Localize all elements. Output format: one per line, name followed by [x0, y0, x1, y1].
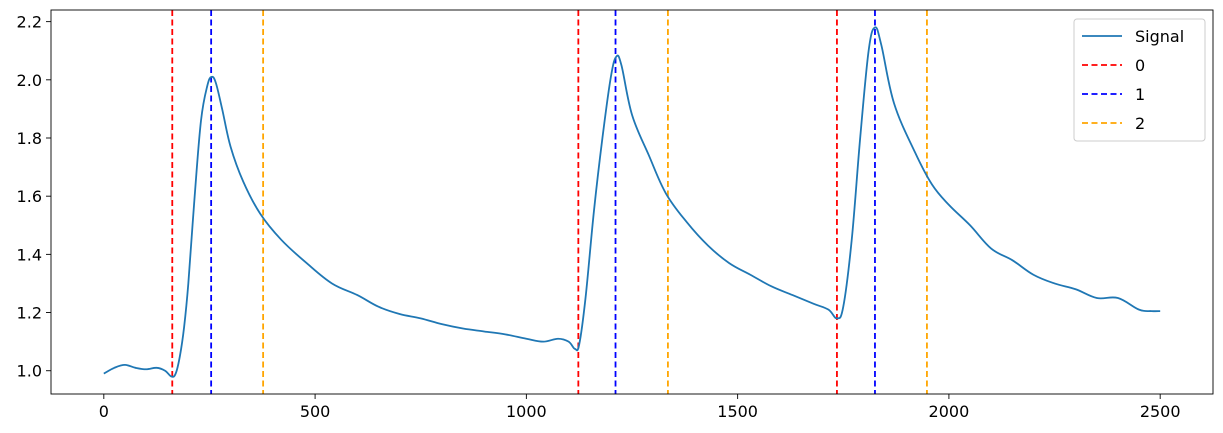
x-tick-label-5: 2500: [1140, 402, 1181, 421]
x-tick-label-1: 500: [300, 402, 331, 421]
y-tick-label-0: 1.0: [17, 362, 42, 381]
plot-area: [103, 10, 1161, 394]
legend-label-0: Signal: [1135, 27, 1184, 46]
y-tick-label-3: 1.6: [17, 187, 42, 206]
y-tick-label-4: 1.8: [17, 129, 42, 148]
series-line-0: [103, 26, 1161, 378]
x-tick-label-4: 2000: [929, 402, 970, 421]
y-tick-label-2: 1.4: [17, 245, 42, 264]
axes: 0 500 1000 1500 2000 2500 1.0 1.2 1.4 1.6 1.8 2.0 2.…: [17, 9, 1214, 421]
legend: Signal 0 1 2: [1073, 18, 1206, 142]
y-tick-label-5: 2.0: [17, 71, 42, 90]
x-tick-label-0: 0: [99, 402, 109, 421]
x-tick-label-2: 1000: [506, 402, 547, 421]
legend-label-1: 0: [1135, 56, 1145, 75]
y-tick-label-6: 2.2: [17, 13, 42, 32]
x-tick-label-3: 1500: [717, 402, 758, 421]
axes-frame: [50, 9, 1214, 395]
legend-label-2: 1: [1135, 85, 1145, 104]
legend-label-3: 2: [1135, 114, 1145, 133]
y-tick-label-1: 1.2: [17, 304, 42, 323]
legend-box: [1073, 18, 1206, 142]
